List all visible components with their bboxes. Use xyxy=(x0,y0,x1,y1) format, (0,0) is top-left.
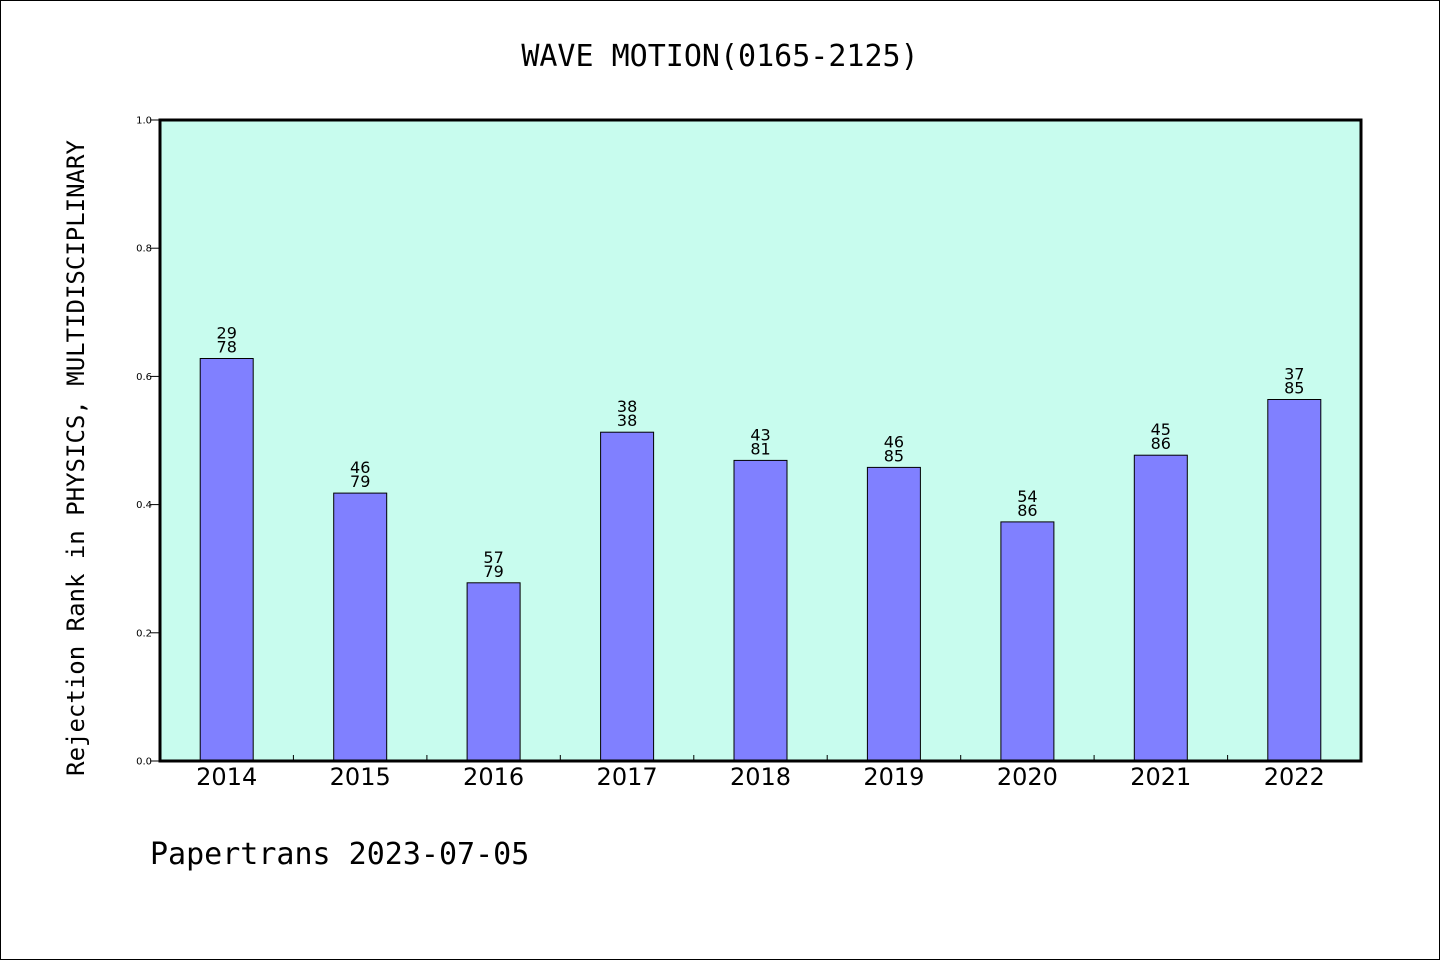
x-tick-label-2022: 2022 xyxy=(1264,763,1325,791)
x-axis: 2014 2015 2016 2017 2018 2019 2020 2021 2022 xyxy=(196,755,1325,791)
bar-label-top-2015: 46 xyxy=(350,458,370,477)
plot-border xyxy=(158,118,1363,763)
bar-label-bottom-2016: 79 xyxy=(483,562,503,581)
bar-label-bottom-2018: 81 xyxy=(750,439,770,458)
bar-label-bottom-2017: 38 xyxy=(617,411,637,430)
x-tick-label-2016: 2016 xyxy=(463,763,524,791)
x-tick-label-2015: 2015 xyxy=(330,763,391,791)
bar-label-top-2022: 37 xyxy=(1284,365,1304,384)
bar-label-top-2017: 38 xyxy=(617,397,637,416)
bar-2015 xyxy=(333,492,388,762)
bar-label-top-2020: 54 xyxy=(1017,487,1037,506)
bar-label-top-2021: 45 xyxy=(1151,420,1171,439)
y-axis: 0.0 0.2 0.4 0.6 0.8 1.0 xyxy=(136,116,160,768)
bar-label-top-2014: 29 xyxy=(217,324,237,343)
y-tick-label: 0.0 xyxy=(136,757,152,768)
bar-label-top-2016: 57 xyxy=(483,548,503,567)
bar-label-bottom-2014: 78 xyxy=(217,338,237,357)
footer-credit: Papertrans 2023-07-05 xyxy=(150,837,529,872)
bar-2014 xyxy=(199,358,254,762)
y-tick-label: 0.2 xyxy=(136,628,152,639)
bar-label-top-2019: 46 xyxy=(884,432,904,451)
bar-label-bottom-2021: 86 xyxy=(1151,434,1171,453)
y-tick-label: 0.6 xyxy=(136,372,152,383)
bar-2020 xyxy=(1000,521,1055,762)
bar-2016 xyxy=(466,582,521,762)
x-tick-label-2021: 2021 xyxy=(1130,763,1191,791)
chart-title: WAVE MOTION(0165-2125) xyxy=(521,39,918,74)
bar-2021 xyxy=(1133,454,1188,762)
y-tick-label: 1.0 xyxy=(136,116,152,127)
x-tick-label-2019: 2019 xyxy=(863,763,924,791)
y-tick-label: 0.4 xyxy=(136,500,152,511)
x-tick-label-2018: 2018 xyxy=(730,763,791,791)
bar-2017 xyxy=(600,431,655,762)
bar-label-bottom-2020: 86 xyxy=(1017,501,1037,520)
bar-2018 xyxy=(733,459,788,762)
y-tick-label: 0.8 xyxy=(136,244,152,255)
y-axis-label: Rejection Rank in PHYSICS, MULTIDISCIPLI… xyxy=(62,140,90,776)
bar-2019 xyxy=(866,466,921,762)
bar-label-bottom-2015: 79 xyxy=(350,472,370,491)
x-tick-label-2020: 2020 xyxy=(997,763,1058,791)
bar-2022 xyxy=(1267,399,1322,762)
bars-layer xyxy=(199,358,1322,762)
x-tick-label-2014: 2014 xyxy=(196,763,257,791)
x-tick-label-2017: 2017 xyxy=(597,763,658,791)
bar-label-bottom-2019: 85 xyxy=(884,446,904,465)
bar-label-top-2018: 43 xyxy=(750,425,770,444)
bar-label-bottom-2022: 85 xyxy=(1284,379,1304,398)
